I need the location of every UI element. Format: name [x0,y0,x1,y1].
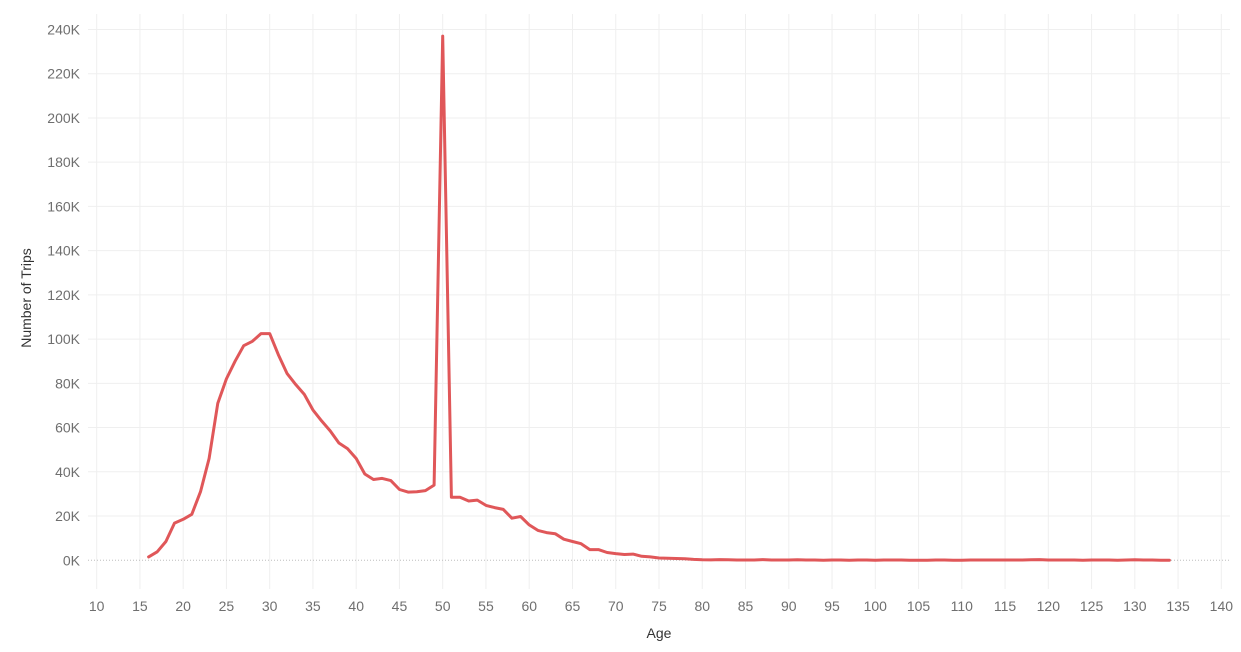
x-tick-label: 15 [132,598,148,614]
x-tick-label: 85 [738,598,754,614]
y-tick-label: 0K [63,552,81,568]
y-tick-label: 60K [55,420,81,436]
y-axis-tick-labels: 0K 20K 40K 60K 80K 100K 120K 140K 160K 180K 200K 22… [47,21,80,568]
y-tick-label: 160K [47,198,80,214]
x-tick-label: 55 [478,598,494,614]
y-tick-label: 120K [47,287,80,303]
x-tick-label: 50 [435,598,451,614]
x-tick-label: 125 [1080,598,1104,614]
vertical-gridlines [96,14,1222,589]
x-tick-label: 135 [1166,598,1190,614]
x-tick-label: 30 [262,598,278,614]
series-lines [147,34,1171,562]
x-tick-label: 140 [1210,598,1234,614]
x-tick-label: 10 [89,598,105,614]
x-tick-label: 65 [565,598,581,614]
x-tick-label: 130 [1123,598,1147,614]
x-tick-label: 35 [305,598,321,614]
x-tick-label: 110 [951,598,974,614]
y-tick-label: 220K [47,66,80,82]
x-axis-tick-labels: 10 15 20 25 30 35 40 45 50 55 60 65 70 75 80 85 90 95 100 1… [89,598,1233,614]
x-axis-title: Age [647,625,672,641]
x-tick-label: 115 [994,598,1017,614]
x-tick-label: 25 [219,598,235,614]
y-tick-label: 180K [47,154,80,170]
series-line [147,34,1171,562]
x-tick-label: 20 [175,598,191,614]
x-tick-label: 120 [1037,598,1061,614]
y-tick-label: 200K [47,110,80,126]
x-tick-label: 90 [781,598,797,614]
y-tick-label: 20K [55,508,81,524]
y-tick-label: 140K [47,243,80,259]
y-tick-label: 80K [55,375,81,391]
y-tick-label: 100K [47,331,80,347]
x-tick-label: 60 [521,598,537,614]
y-tick-label: 40K [55,464,81,480]
x-tick-label: 80 [694,598,710,614]
x-tick-label: 75 [651,598,667,614]
x-tick-label: 100 [864,598,888,614]
x-tick-label: 105 [907,598,931,614]
y-axis-title: Number of Trips [18,248,34,348]
x-tick-label: 40 [348,598,364,614]
x-tick-label: 45 [392,598,408,614]
x-tick-label: 70 [608,598,624,614]
horizontal-gridlines [88,28,1230,517]
x-tick-label: 95 [824,598,840,614]
y-tick-label: 240K [47,21,80,37]
